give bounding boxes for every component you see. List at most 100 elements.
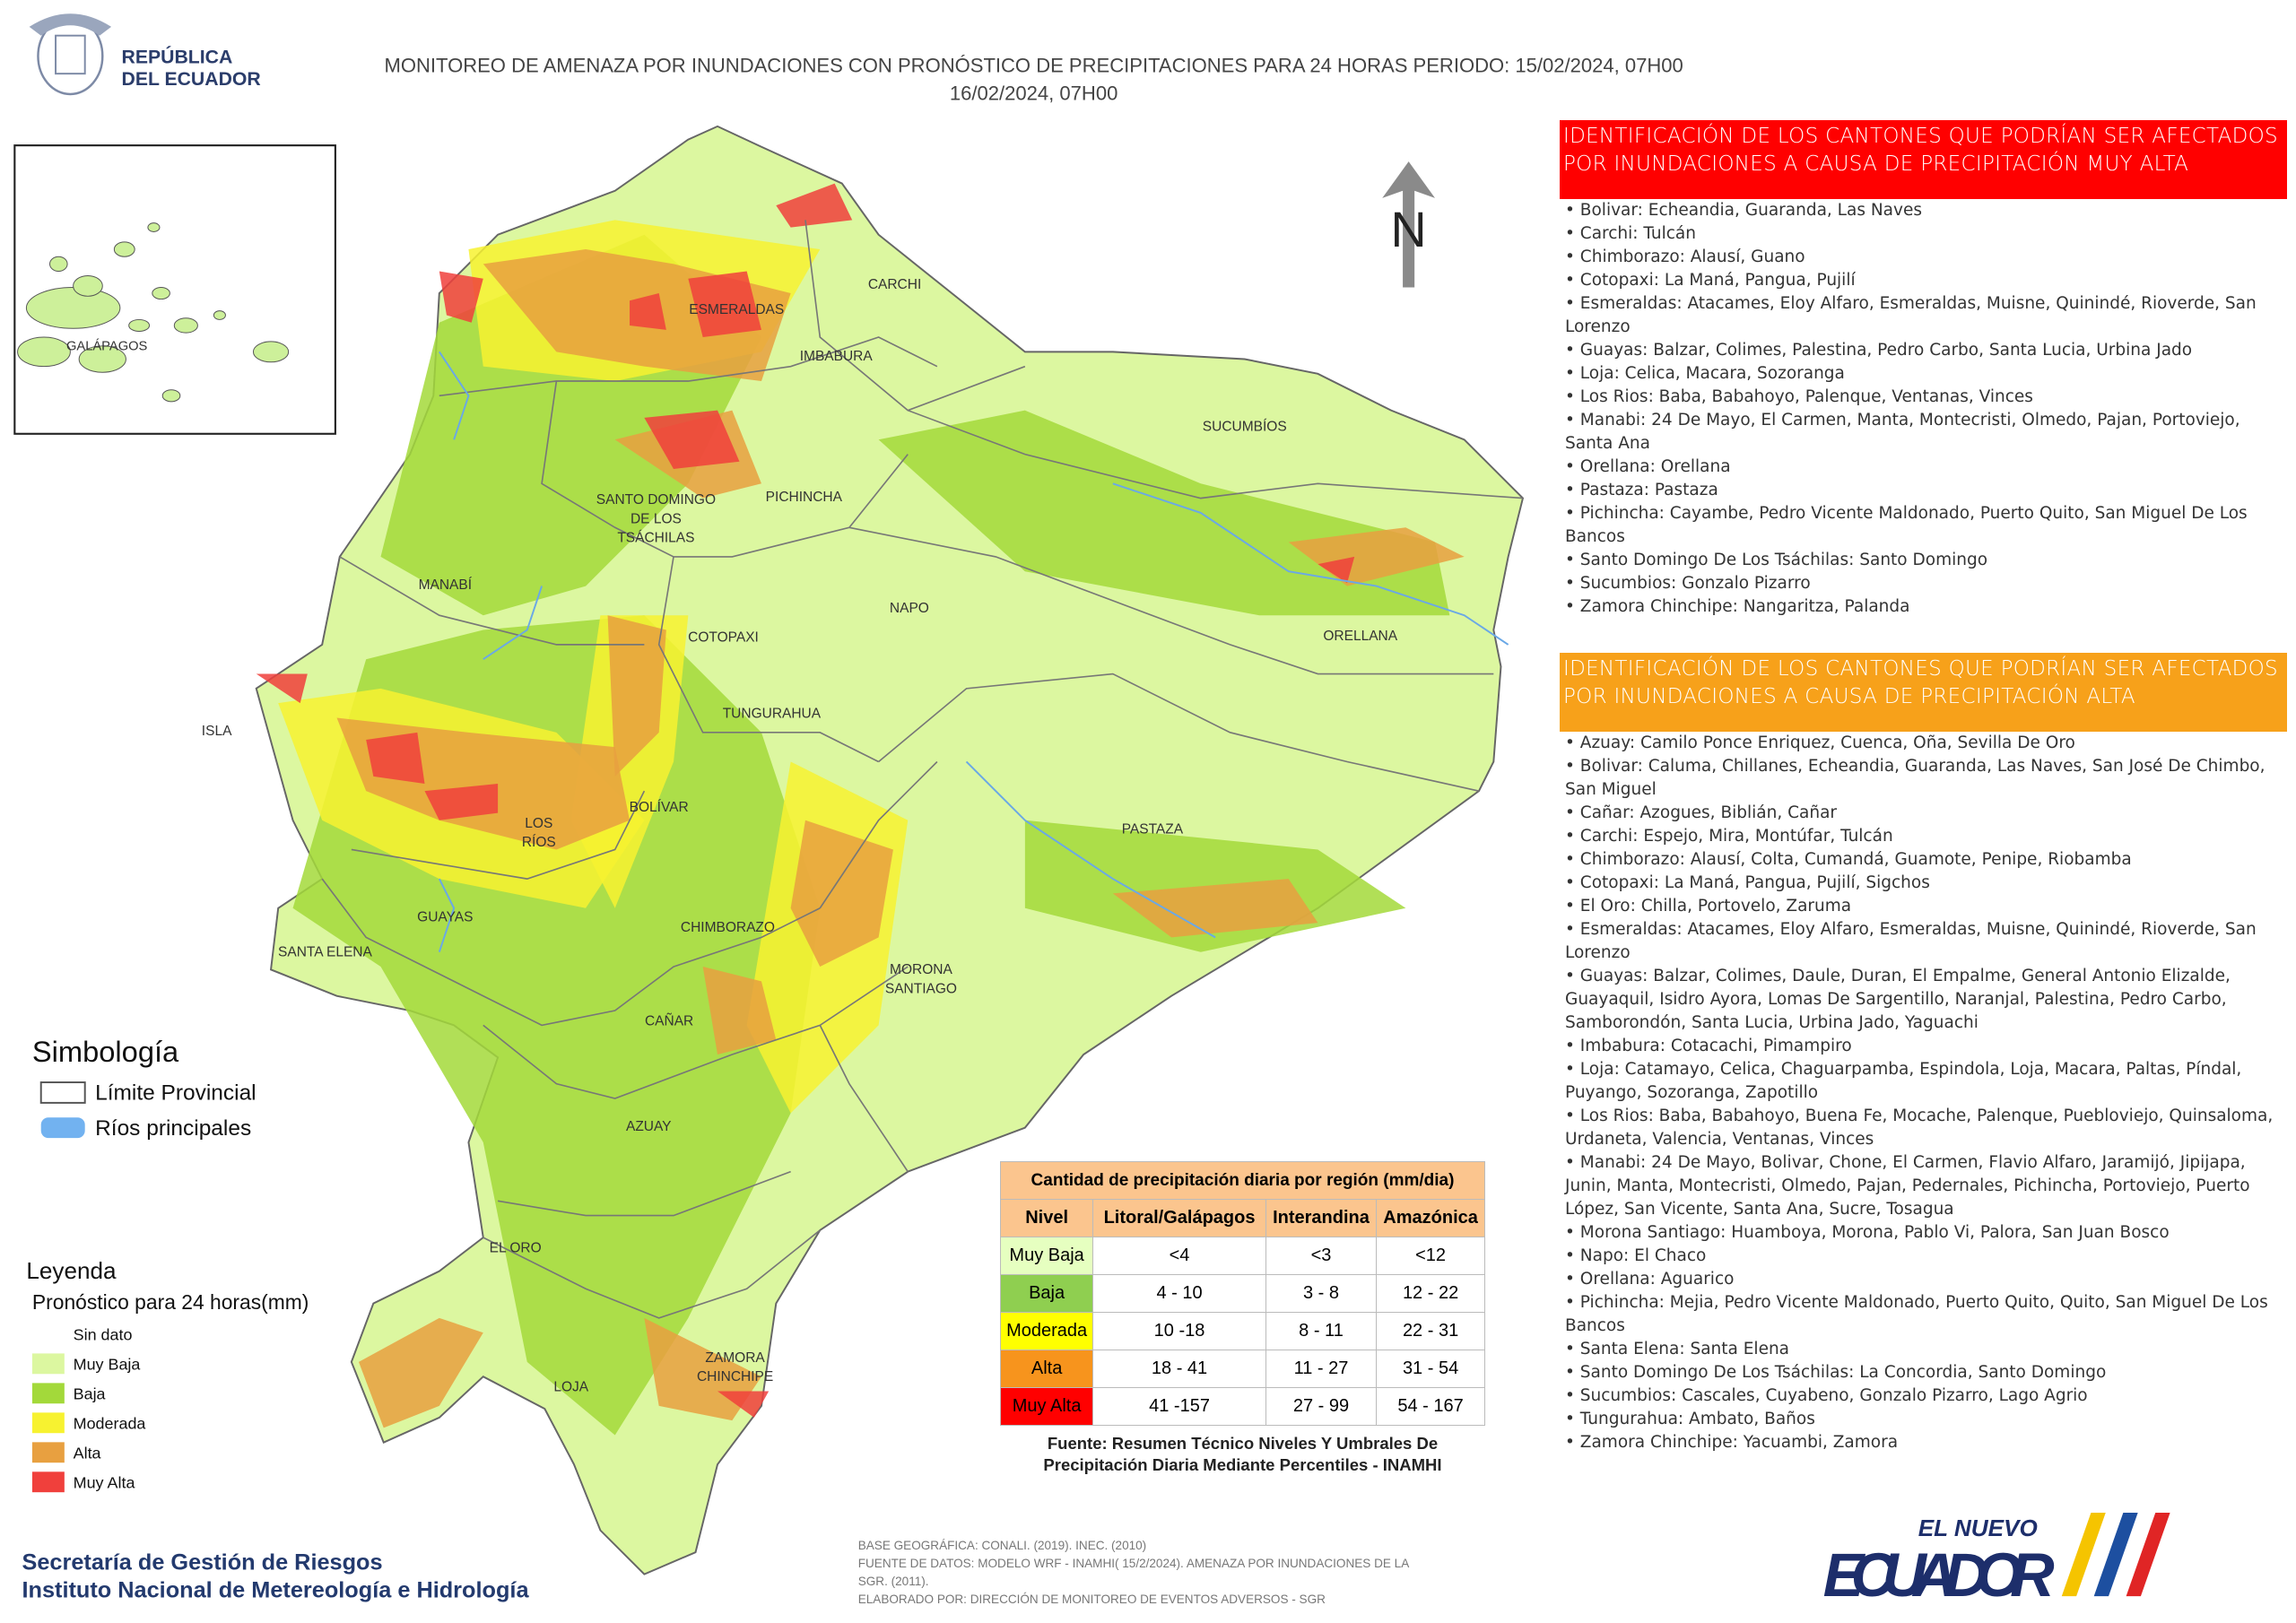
province-label: BOLÍVAR bbox=[630, 800, 689, 815]
precipitation-table: Cantidad de precipitación diaria por reg… bbox=[999, 1161, 1485, 1426]
province-label: SANTA ELENA bbox=[278, 945, 372, 960]
river bbox=[1112, 482, 1509, 646]
canton-list: Bolivar: Echeandia, Guaranda, Las Naves C… bbox=[1565, 199, 2283, 619]
province-border bbox=[483, 966, 909, 1099]
canton-item: Manabi: 24 De Mayo, Bolivar, Chone, El C… bbox=[1565, 1151, 2283, 1221]
hazard-area bbox=[1112, 879, 1318, 938]
legend-swatch bbox=[31, 1353, 65, 1375]
province-label: MORONA bbox=[890, 962, 952, 977]
canton-item: Chimborazo: Alausí, Guano bbox=[1565, 246, 2283, 269]
canton-item: Cañar: Azogues, Biblián, Cañar bbox=[1565, 802, 2283, 825]
legend-subtitle: Pronóstico para 24 horas(mm) bbox=[32, 1290, 309, 1314]
province-label: EL ORO bbox=[490, 1240, 542, 1255]
province-border bbox=[848, 526, 1494, 675]
canton-item: El Oro: Chilla, Portovelo, Zaruma bbox=[1565, 895, 2283, 918]
panel-heading: IDENTIFICACIÓN DE LOS CANTONES QUE PODRÍ… bbox=[1560, 653, 2287, 732]
table-cell: 31 - 54 bbox=[1376, 1350, 1485, 1388]
table-row: Baja 4 - 10 3 - 8 12 - 22 bbox=[999, 1274, 1485, 1313]
province-border bbox=[321, 878, 821, 1027]
province-border bbox=[804, 220, 1026, 412]
table-header: Interandina bbox=[1265, 1199, 1378, 1237]
table-row: Cantidad de precipitación diaria por reg… bbox=[1000, 1161, 1485, 1200]
canton-item: Tungurahua: Ambato, Baños bbox=[1565, 1408, 2283, 1431]
canton-item: Carchi: Espejo, Mira, Montúfar, Tulcán bbox=[1565, 825, 2283, 848]
canton-item: Napo: El Chaco bbox=[1565, 1245, 2283, 1268]
table-cell: <4 bbox=[1092, 1237, 1266, 1275]
legend-label: Moderada bbox=[74, 1414, 146, 1432]
north-arrow bbox=[1382, 161, 1435, 288]
hazard-area bbox=[688, 271, 761, 338]
canton-item: Santo Domingo De Los Tsáchilas: La Conco… bbox=[1565, 1361, 2283, 1384]
table-source: Fuente: Resumen Técnico Niveles Y Umbral… bbox=[1000, 1433, 1485, 1476]
table-title: Cantidad de precipitación diaria por reg… bbox=[1000, 1161, 1485, 1200]
canton-item: Pichincha: Cayambe, Pedro Vicente Maldon… bbox=[1565, 502, 2283, 549]
province-label: ORELLANA bbox=[1323, 629, 1397, 644]
canton-item: Esmeraldas: Atacames, Eloy Alfaro, Esmer… bbox=[1565, 292, 2283, 339]
table-cell: 4 - 10 bbox=[1092, 1274, 1266, 1313]
legend-title: Leyenda bbox=[26, 1257, 117, 1284]
river bbox=[965, 760, 1216, 939]
country-name: REPÚBLICA bbox=[122, 46, 233, 68]
canton-item: Bolivar: Echeandia, Guaranda, Las Naves bbox=[1565, 199, 2283, 222]
table-level: Muy Alta bbox=[999, 1387, 1094, 1426]
canton-item: Cotopaxi: La Maná, Pangua, Pujilí, Sigch… bbox=[1565, 872, 2283, 895]
table-cell: 11 - 27 bbox=[1265, 1350, 1378, 1388]
river bbox=[438, 351, 470, 440]
table-level: Muy Baja bbox=[999, 1237, 1094, 1275]
symbology-item: Límite Provincial bbox=[95, 1081, 257, 1106]
hazard-area bbox=[878, 410, 1450, 616]
canton-item: Sucumbios: Gonzalo Pizarro bbox=[1565, 572, 2283, 595]
canton-item: Loja: Catamayo, Celica, Chaguarpamba, Es… bbox=[1565, 1058, 2283, 1105]
crest-shield bbox=[55, 34, 86, 75]
island bbox=[147, 222, 161, 232]
province-border bbox=[657, 556, 879, 763]
logo-text: ECUADOR bbox=[1823, 1541, 2055, 1610]
province-label: ZAMORA bbox=[705, 1350, 765, 1366]
logo-stripe bbox=[2093, 1513, 2138, 1597]
legend-label: Sin dato bbox=[74, 1325, 133, 1343]
province-label: ISLA bbox=[202, 724, 232, 739]
province-label: SANTIAGO bbox=[885, 981, 957, 996]
province-label: CAÑAR bbox=[645, 1013, 693, 1028]
legend-label: Muy Alta bbox=[74, 1473, 135, 1491]
crest-wings bbox=[29, 13, 112, 36]
province-label: CARCHI bbox=[868, 277, 921, 292]
canton-item: Pichincha: Mejia, Pedro Vicente Maldonad… bbox=[1565, 1291, 2283, 1338]
province-label: TUNGURAHUA bbox=[723, 707, 822, 722]
table-cell: <12 bbox=[1376, 1237, 1485, 1275]
island bbox=[161, 389, 181, 403]
footnote: FUENTE DE DATOS: MODELO WRF - INAMHI( 15… bbox=[858, 1557, 1410, 1570]
province-label: LOJA bbox=[553, 1380, 588, 1395]
province-label: SANTO DOMINGO bbox=[596, 492, 716, 508]
table-cell: 54 - 167 bbox=[1376, 1387, 1485, 1426]
table-level: Moderada bbox=[999, 1312, 1094, 1350]
canton-list: Azuay: Camilo Ponce Enriquez, Cuenca, Oñ… bbox=[1565, 732, 2283, 1454]
table-cell: 8 - 11 bbox=[1265, 1312, 1378, 1350]
map-title: 16/02/2024, 07H00 bbox=[950, 82, 1118, 105]
canton-item: Bolivar: Caluma, Chillanes, Echeandia, G… bbox=[1565, 755, 2283, 802]
source-line: Fuente: Resumen Técnico Niveles Y Umbral… bbox=[1047, 1434, 1439, 1453]
table-cell: 3 - 8 bbox=[1265, 1274, 1378, 1313]
island bbox=[73, 274, 103, 297]
hazard-area bbox=[718, 1391, 770, 1418]
hazard-area bbox=[359, 1317, 483, 1428]
canton-item: Orellana: Aguarico bbox=[1565, 1268, 2283, 1291]
hazard-area bbox=[366, 732, 425, 784]
island bbox=[128, 318, 151, 332]
province-label: NAPO bbox=[890, 601, 929, 616]
province-label: DE LOS bbox=[631, 511, 682, 526]
canton-item: Imbabura: Cotacachi, Pimampiro bbox=[1565, 1035, 2283, 1058]
table-cell: 12 - 22 bbox=[1376, 1274, 1485, 1313]
table-cell: 22 - 31 bbox=[1376, 1312, 1485, 1350]
river bbox=[438, 878, 456, 953]
canton-item: Zamora Chinchipe: Nangaritza, Palanda bbox=[1565, 595, 2283, 619]
legend-swatch bbox=[31, 1412, 65, 1434]
province-label: CHINCHIPE bbox=[697, 1369, 773, 1384]
footnote: BASE GEOGRÁFICA: CONALI. (2019). INEC. (… bbox=[858, 1539, 1146, 1552]
province-label: RÍOS bbox=[522, 835, 556, 850]
symbology-item: Ríos principales bbox=[95, 1116, 251, 1141]
table-cell: 27 - 99 bbox=[1265, 1387, 1378, 1426]
island bbox=[113, 241, 135, 257]
